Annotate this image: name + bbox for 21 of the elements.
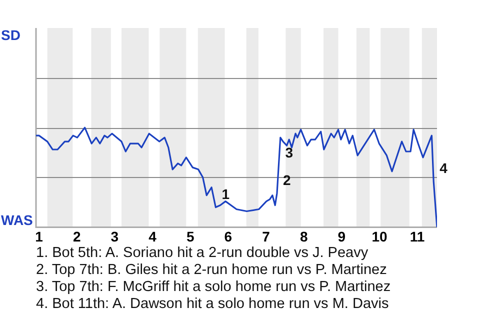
annotation: 4 <box>440 160 448 176</box>
x-tick-label: 3 <box>110 228 119 244</box>
text: 3. Top 7th: F. McGriff hit a solo home run vs P. Martinez <box>36 279 391 296</box>
x-tick-label: 5 <box>186 228 194 244</box>
x-tick-label: 7 <box>262 228 270 244</box>
x-tick-label: 8 <box>300 228 308 244</box>
annotation: 3 <box>285 144 294 160</box>
text: SD <box>1 27 20 43</box>
text: 4. Bot 11th: A. Dawson hit a solo home run vs M. Davis <box>36 296 390 313</box>
x-tick-label: 4 <box>148 228 157 244</box>
annotation: 1 <box>222 186 230 202</box>
text: 1. Bot 5th: A. Soriano hit a 2-run double vs J. Peavy <box>36 245 370 262</box>
annotation: 2 <box>282 172 291 188</box>
x-tick-label: 11 <box>410 228 425 244</box>
x-tick-label: 10 <box>372 228 388 244</box>
x-tick-label: 6 <box>224 228 232 244</box>
x-tick-label: 1 <box>35 228 44 244</box>
x-tick-label: 2 <box>72 228 81 244</box>
text: WAS <box>1 212 33 228</box>
text: 2. Top 7th: B. Giles hit a 2-run home run vs P. Martinez <box>36 262 388 279</box>
x-tick-label: 9 <box>338 228 346 244</box>
